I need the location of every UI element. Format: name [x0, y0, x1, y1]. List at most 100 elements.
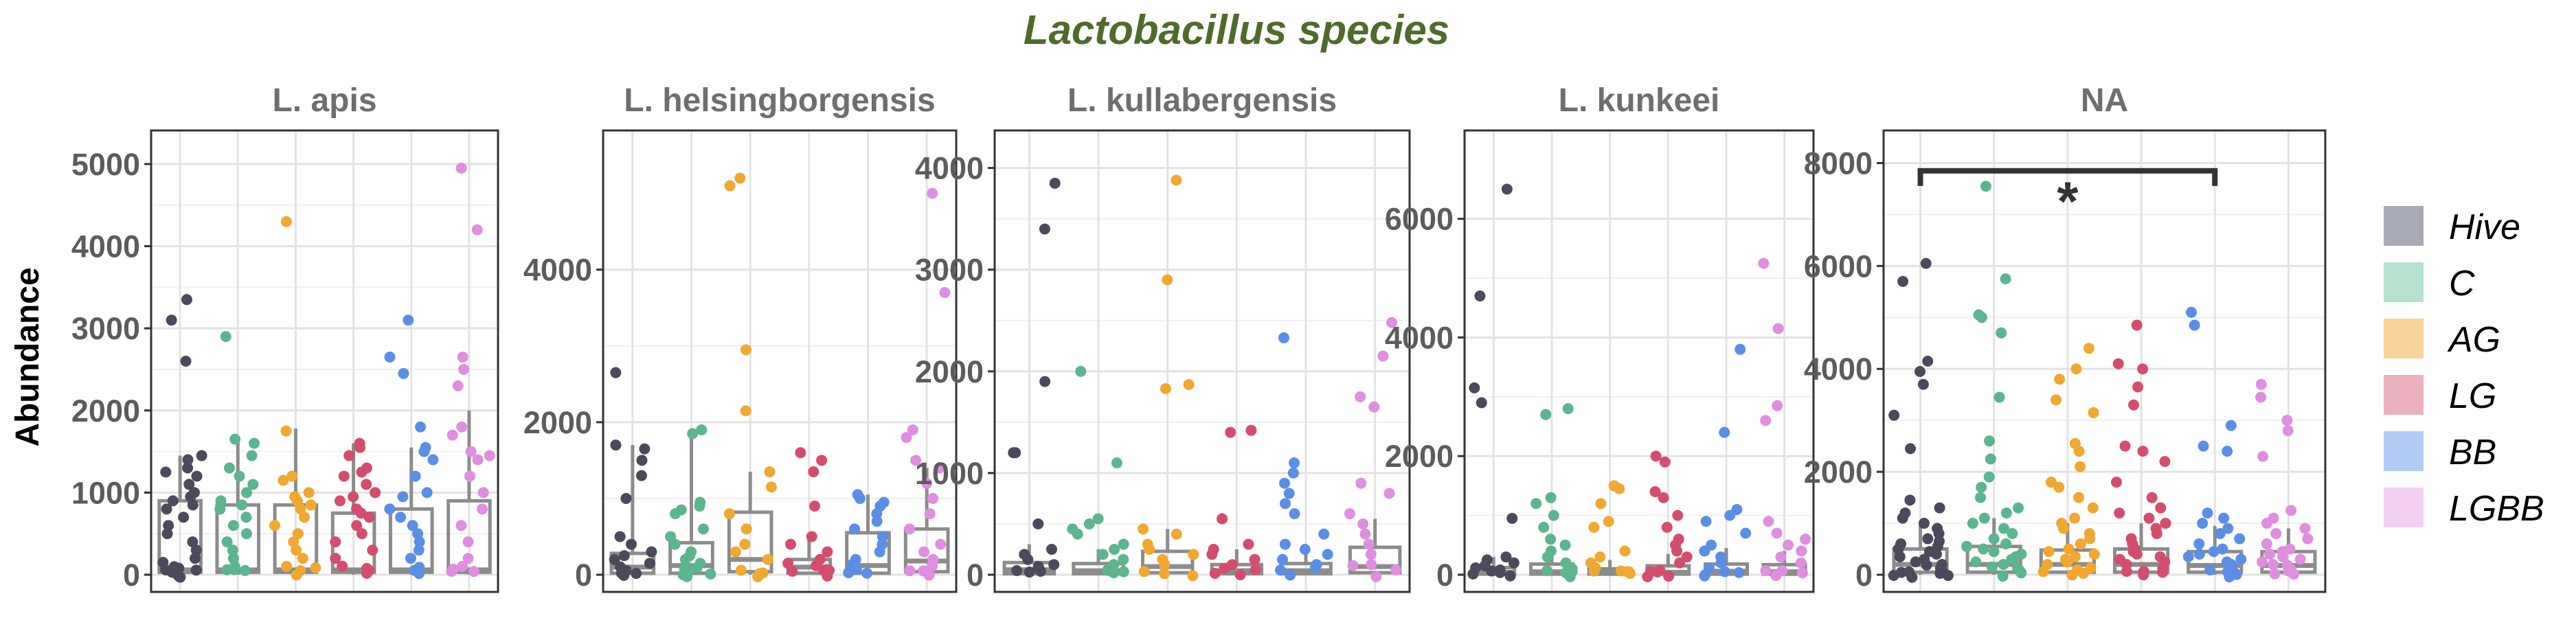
data-point — [1595, 498, 1607, 510]
y-tick-label: 6000 — [1385, 202, 1454, 237]
panel-2: 0 2000 4000 L. helsingborgensis — [523, 82, 958, 593]
points-bb — [384, 314, 439, 580]
data-point — [471, 224, 483, 236]
data-point — [1118, 538, 1129, 550]
panels: 0 1000 2000 3000 4000 5000 L. apis 0 2000 4000 L. … — [71, 82, 2327, 593]
data-point — [2128, 399, 2140, 411]
points-lg — [782, 447, 835, 582]
data-point — [1287, 467, 1299, 479]
panel-4: 0 2000 4000 6000 L. kunkeei — [1385, 82, 1815, 593]
data-point — [1183, 379, 1195, 391]
data-point — [456, 421, 468, 433]
data-point — [848, 523, 860, 535]
data-point — [1355, 477, 1367, 489]
data-point — [1993, 391, 2005, 403]
data-point — [1008, 447, 1019, 459]
data-point — [1897, 512, 1908, 524]
panel-strip-label: L. apis — [272, 82, 376, 119]
data-point — [295, 503, 306, 515]
data-point — [1039, 223, 1050, 235]
data-point — [1919, 518, 1930, 529]
data-point — [808, 466, 820, 478]
data-point — [1072, 528, 1083, 540]
legend-item-c: C — [2384, 262, 2475, 304]
data-point — [2083, 343, 2094, 354]
data-point — [1504, 570, 1516, 582]
data-point — [816, 455, 828, 466]
data-point — [234, 470, 245, 482]
data-point — [484, 450, 495, 461]
data-point — [874, 546, 885, 558]
data-point — [2264, 549, 2276, 560]
data-point — [1545, 534, 1557, 545]
data-point — [843, 567, 855, 579]
data-point — [764, 466, 776, 478]
y-tick-label: 0 — [123, 558, 140, 593]
data-point — [227, 520, 239, 531]
panel-border — [1463, 129, 1815, 593]
points-bb — [1699, 343, 1752, 582]
data-point — [2131, 549, 2143, 560]
data-point — [610, 367, 622, 378]
data-point — [1671, 545, 1683, 557]
data-point — [163, 520, 174, 531]
data-point — [904, 565, 916, 577]
data-point — [1980, 181, 1991, 192]
data-point — [939, 287, 951, 299]
data-point — [740, 405, 752, 417]
y-tick-label: 0 — [1436, 558, 1454, 593]
data-point — [610, 439, 622, 451]
data-point — [477, 487, 489, 499]
points-c — [1530, 403, 1578, 582]
data-point — [609, 553, 620, 565]
data-point — [361, 479, 372, 490]
data-point — [1914, 365, 1926, 377]
data-point — [1796, 545, 1807, 557]
points-hive — [1467, 183, 1519, 582]
data-point — [421, 487, 433, 499]
data-point — [160, 466, 172, 478]
data-point — [1022, 553, 1034, 565]
panel-border — [993, 129, 1411, 593]
data-point — [1770, 570, 1782, 582]
data-point — [1377, 350, 1389, 362]
y-tick-label: 4000 — [1385, 320, 1454, 355]
data-point — [221, 536, 233, 548]
data-point — [1548, 510, 1559, 521]
data-point — [1530, 498, 1542, 510]
panel-5: 0 2000 4000 6000 8000 * NA — [1804, 82, 2327, 593]
data-point — [1032, 518, 1044, 529]
panel-background — [1884, 130, 2325, 592]
data-point — [2069, 512, 2081, 524]
data-point — [1322, 549, 1333, 560]
data-point — [1978, 543, 1989, 555]
data-point — [1474, 290, 1486, 301]
data-point — [1983, 471, 1995, 483]
data-point — [739, 538, 751, 550]
panel-background — [603, 130, 956, 592]
data-point — [1699, 569, 1711, 581]
data-point — [614, 531, 626, 542]
data-point — [215, 495, 227, 507]
data-point — [2066, 569, 2078, 581]
data-point — [1658, 492, 1669, 503]
data-point — [354, 442, 366, 453]
data-point — [363, 512, 375, 523]
y-tick-label: 2000 — [1385, 439, 1454, 474]
points-lgbb — [1758, 258, 1811, 582]
data-point — [2037, 566, 2049, 577]
legend-label: LG — [2449, 376, 2496, 416]
data-point — [455, 520, 467, 531]
data-point — [2070, 363, 2082, 375]
data-point — [2202, 507, 2213, 519]
data-point — [1681, 551, 1693, 563]
panel-strip-label: L. kunkeei — [1559, 82, 1720, 119]
data-point — [1740, 527, 1752, 539]
data-point — [1024, 566, 1035, 578]
data-point — [1700, 516, 1712, 527]
points-hive — [609, 367, 657, 581]
data-point — [2159, 456, 2171, 468]
data-point — [679, 553, 691, 565]
y-tick-label: 4000 — [1804, 352, 1873, 387]
data-point — [697, 523, 709, 535]
